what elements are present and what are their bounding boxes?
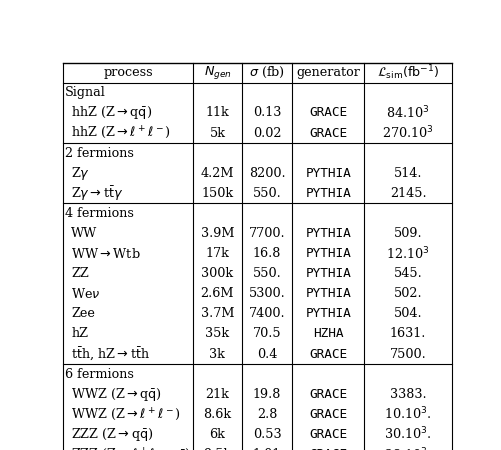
Text: 19.8: 19.8: [253, 388, 281, 401]
Text: 8200.: 8200.: [248, 166, 285, 180]
Text: 4 fermions: 4 fermions: [65, 207, 133, 220]
Text: PYTHIA: PYTHIA: [305, 166, 351, 180]
Text: Z$\gamma$: Z$\gamma$: [71, 165, 90, 182]
Text: 4.2M: 4.2M: [200, 166, 233, 180]
Text: PYTHIA: PYTHIA: [305, 287, 351, 300]
Text: 7700.: 7700.: [248, 227, 285, 240]
Text: hZ: hZ: [71, 328, 88, 341]
Text: 270.10$^3$: 270.10$^3$: [381, 125, 433, 141]
Text: 2.6M: 2.6M: [200, 287, 233, 300]
Text: Zee: Zee: [71, 307, 95, 320]
Text: GRACE: GRACE: [309, 448, 347, 450]
Text: Z$\gamma\rightarrow$t$\bar{\mathrm{t}}\gamma$: Z$\gamma\rightarrow$t$\bar{\mathrm{t}}\g…: [71, 184, 123, 202]
Text: 3.9M: 3.9M: [200, 227, 233, 240]
Text: GRACE: GRACE: [309, 106, 347, 119]
Text: 35k: 35k: [205, 328, 229, 341]
Text: We$\nu$: We$\nu$: [71, 287, 101, 301]
Text: 6k: 6k: [209, 428, 225, 441]
Text: HZHA: HZHA: [313, 328, 343, 341]
Text: GRACE: GRACE: [309, 126, 347, 140]
Text: 11k: 11k: [205, 106, 229, 119]
Text: 16.8: 16.8: [253, 247, 281, 260]
Text: WW$\rightarrow$Wtb: WW$\rightarrow$Wtb: [71, 247, 141, 261]
Text: 84.10$^3$: 84.10$^3$: [385, 104, 429, 121]
Text: WWZ (Z$\rightarrow$q$\bar{\mathrm{q}}$): WWZ (Z$\rightarrow$q$\bar{\mathrm{q}}$): [71, 386, 162, 403]
Text: 21k: 21k: [205, 388, 229, 401]
Text: 6 fermions: 6 fermions: [65, 368, 133, 381]
Text: PYTHIA: PYTHIA: [305, 227, 351, 240]
Text: 514.: 514.: [393, 166, 421, 180]
Text: ZZZ (Z$\rightarrow\ell^+\ell^-$ $\nu\bar{\nu}$): ZZZ (Z$\rightarrow\ell^+\ell^-$ $\nu\bar…: [71, 446, 190, 450]
Text: 17k: 17k: [205, 247, 229, 260]
Text: 0.13: 0.13: [253, 106, 281, 119]
Text: PYTHIA: PYTHIA: [305, 187, 351, 200]
Text: 28.10$^3$.: 28.10$^3$.: [383, 446, 431, 450]
Text: 7400.: 7400.: [248, 307, 285, 320]
Text: GRACE: GRACE: [309, 408, 347, 421]
Text: 509.: 509.: [393, 227, 421, 240]
Text: 5k: 5k: [209, 126, 225, 140]
Text: generator: generator: [296, 66, 360, 79]
Text: 0.4: 0.4: [257, 347, 277, 360]
Text: 2.8: 2.8: [257, 408, 277, 421]
Text: GRACE: GRACE: [309, 347, 347, 360]
Text: 10.10$^3$.: 10.10$^3$.: [383, 406, 431, 423]
Text: hhZ (Z$\rightarrow\ell^+\ell^-$): hhZ (Z$\rightarrow\ell^+\ell^-$): [71, 125, 171, 141]
Text: ZZ: ZZ: [71, 267, 89, 280]
Text: 5300.: 5300.: [248, 287, 285, 300]
Text: 550.: 550.: [252, 187, 281, 200]
Text: 502.: 502.: [393, 287, 421, 300]
Text: 12.10$^3$: 12.10$^3$: [385, 245, 429, 262]
Text: 550.: 550.: [252, 267, 281, 280]
Text: 8.6k: 8.6k: [203, 408, 231, 421]
Text: hhZ (Z$\rightarrow$q$\bar{\mathrm{q}}$): hhZ (Z$\rightarrow$q$\bar{\mathrm{q}}$): [71, 104, 152, 122]
Text: PYTHIA: PYTHIA: [305, 267, 351, 280]
Text: 3k: 3k: [209, 347, 225, 360]
Text: 2145.: 2145.: [389, 187, 425, 200]
Text: 2 fermions: 2 fermions: [65, 147, 133, 160]
Text: WW: WW: [71, 227, 97, 240]
Text: 150k: 150k: [201, 187, 233, 200]
Text: PYTHIA: PYTHIA: [305, 307, 351, 320]
Text: 1631.: 1631.: [389, 328, 425, 341]
Text: 1.01: 1.01: [253, 448, 281, 450]
Text: ZZZ (Z$\rightarrow$q$\bar{\mathrm{q}}$): ZZZ (Z$\rightarrow$q$\bar{\mathrm{q}}$): [71, 426, 153, 443]
Text: $\sigma$ (fb): $\sigma$ (fb): [248, 65, 285, 80]
Text: 9.5k: 9.5k: [203, 448, 231, 450]
Text: 30.10$^3$.: 30.10$^3$.: [383, 426, 431, 443]
Text: $N_{gen}$: $N_{gen}$: [203, 64, 231, 81]
Text: 7500.: 7500.: [389, 347, 425, 360]
Text: Signal: Signal: [65, 86, 105, 99]
Text: 0.53: 0.53: [252, 428, 281, 441]
Text: WWZ (Z$\rightarrow\ell^+\ell^-$): WWZ (Z$\rightarrow\ell^+\ell^-$): [71, 406, 181, 423]
Text: 504.: 504.: [393, 307, 421, 320]
Text: 70.5: 70.5: [252, 328, 281, 341]
Text: GRACE: GRACE: [309, 388, 347, 401]
Text: process: process: [103, 66, 152, 79]
Text: GRACE: GRACE: [309, 428, 347, 441]
Text: 3383.: 3383.: [389, 388, 425, 401]
Text: 300k: 300k: [201, 267, 233, 280]
Text: $\mathcal{L}_{\mathrm{sim}}(\mathrm{fb}^{-1})$: $\mathcal{L}_{\mathrm{sim}}(\mathrm{fb}^…: [376, 63, 438, 82]
Text: PYTHIA: PYTHIA: [305, 247, 351, 260]
Text: t$\bar{\mathrm{t}}$h, hZ$\rightarrow$t$\bar{\mathrm{t}}$h: t$\bar{\mathrm{t}}$h, hZ$\rightarrow$t$\…: [71, 346, 150, 363]
Text: 0.02: 0.02: [252, 126, 281, 140]
Text: 3.7M: 3.7M: [200, 307, 233, 320]
Text: 545.: 545.: [393, 267, 421, 280]
